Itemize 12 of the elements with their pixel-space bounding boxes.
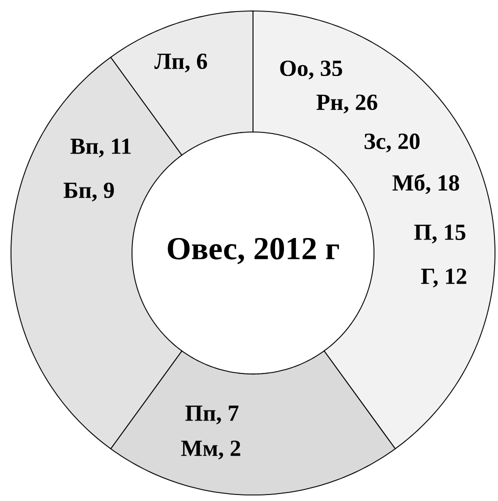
- text: Зс, 20: [364, 134, 420, 152]
- text: Г, 12: [421, 268, 466, 288]
- text: Бп, 9: [64, 182, 114, 202]
- text: Мм, 2: [181, 440, 240, 460]
- text: Рн, 26: [316, 94, 378, 114]
- text: Пп, 7: [185, 406, 239, 424]
- text: Лп, 6: [154, 54, 208, 72]
- text: Вп, 11: [70, 138, 131, 158]
- text: Овес, 2012 г: [168, 238, 339, 264]
- text: П, 15: [414, 224, 466, 244]
- text: Мб, 18: [392, 174, 460, 194]
- text: Оо, 35: [280, 60, 342, 80]
